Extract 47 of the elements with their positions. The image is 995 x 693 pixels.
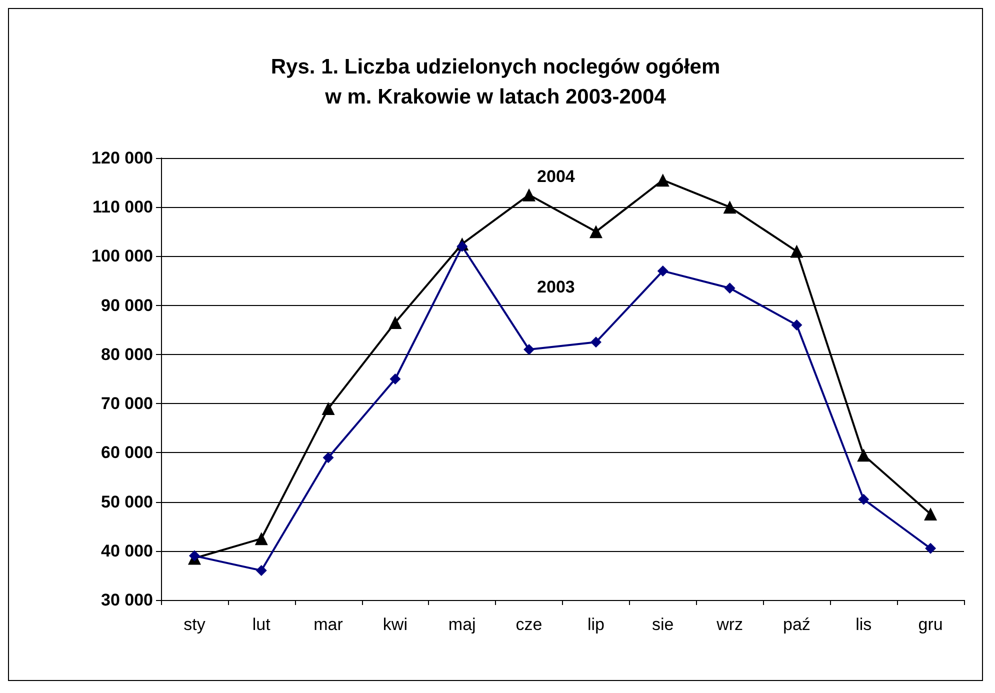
point <box>254 532 268 546</box>
x-tick-label: lis <box>856 615 872 634</box>
x-tick-label: lut <box>252 615 271 634</box>
point <box>456 240 468 252</box>
point <box>924 508 938 521</box>
y-tick-label: 60 000 <box>101 443 153 462</box>
point <box>522 188 536 202</box>
y-tick-label: 40 000 <box>101 541 153 560</box>
x-tick-label: sie <box>652 615 674 634</box>
point <box>322 402 335 415</box>
y-tick-label: 50 000 <box>101 492 153 512</box>
point <box>858 494 870 505</box>
chart-title: Rys. 1. Liczba udzielonych noclegów ogółem w m. Krakowie w latach 2003-2004 <box>270 56 720 108</box>
point <box>256 565 267 576</box>
x-tick-label: sty <box>184 615 206 634</box>
y-tick-label: 120 000 <box>92 148 153 168</box>
point <box>857 448 870 462</box>
point <box>925 542 936 554</box>
y-tick-label: 100 000 <box>92 246 153 266</box>
x-tick-label: maj <box>448 615 476 634</box>
x-tick-label: mar <box>314 615 344 634</box>
point <box>723 200 736 214</box>
text: 2003 <box>537 278 575 297</box>
point <box>790 244 804 258</box>
x-tick-label: kwi <box>382 615 408 634</box>
series-label: 2004 <box>537 167 576 186</box>
point <box>657 265 668 276</box>
y-tick-label: 110 000 <box>92 198 153 217</box>
point <box>388 316 402 330</box>
y-tick-label: 70 000 <box>101 394 153 414</box>
x-tick-label: wrz <box>716 615 744 634</box>
x-tick-label: lip <box>587 615 604 634</box>
point <box>656 174 670 187</box>
point <box>724 282 736 294</box>
y-tick-label: 80 000 <box>101 344 153 364</box>
point <box>590 336 602 348</box>
point <box>188 550 200 562</box>
point <box>322 452 334 464</box>
point <box>589 225 602 238</box>
point <box>524 344 535 356</box>
y-tick-label: 30 000 <box>101 590 153 610</box>
point <box>390 374 401 384</box>
x-tick-label: cze <box>516 615 542 634</box>
point <box>791 319 802 330</box>
x-tick-label: paź <box>782 615 810 634</box>
x-tick-label: gru <box>918 615 943 634</box>
y-tick-label: 90 000 <box>101 296 153 315</box>
